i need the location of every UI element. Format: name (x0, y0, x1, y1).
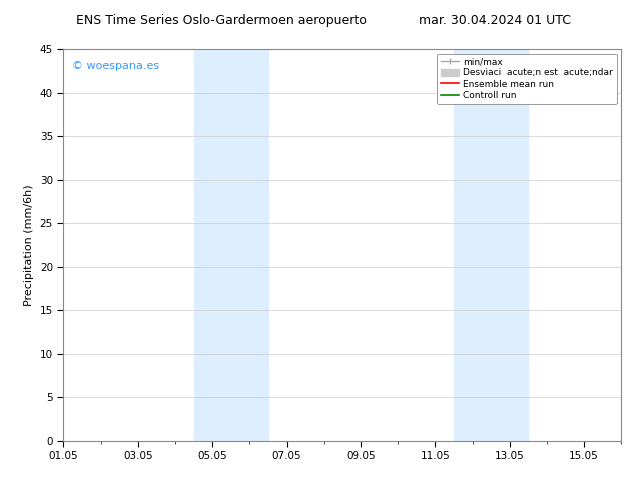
Text: mar. 30.04.2024 01 UTC: mar. 30.04.2024 01 UTC (418, 14, 571, 27)
Y-axis label: Precipitation (mm/6h): Precipitation (mm/6h) (24, 184, 34, 306)
Bar (193, 49, 268, 441)
Text: ENS Time Series Oslo-Gardermoen aeropuerto: ENS Time Series Oslo-Gardermoen aeropuer… (77, 14, 367, 27)
Bar (454, 49, 528, 441)
Text: © woespana.es: © woespana.es (72, 61, 159, 71)
Legend: min/max, Desviaci  acute;n est  acute;ndar, Ensemble mean run, Controll run: min/max, Desviaci acute;n est acute;ndar… (437, 53, 617, 103)
